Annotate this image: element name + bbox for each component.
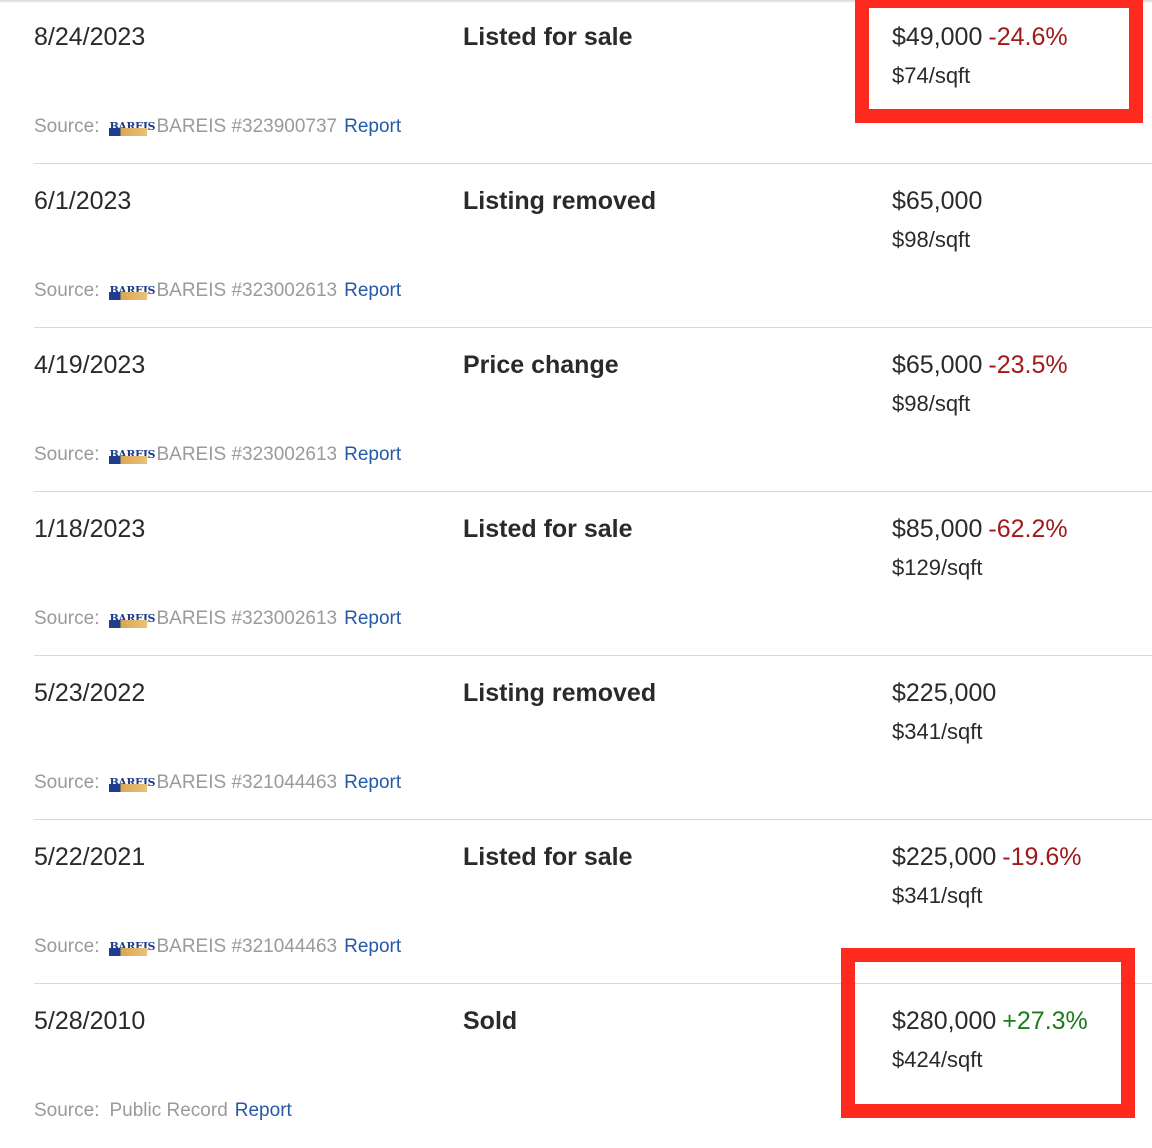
row-divider [34,163,1152,164]
event-type: Listed for sale [463,843,633,871]
price-line: $280,000 +27.3% [892,1006,1088,1036]
event-price: $225,000 [892,843,997,871]
source-label: Source: [34,444,100,465]
row-divider [34,819,1152,820]
source-label: Source: [34,116,100,137]
price-change: -24.6% [988,23,1068,51]
source-line: Source: BAREIS BAREIS #323900737 Report [34,114,401,140]
history-row: 5/22/2021 Listed for sale $225,000 -19.6%… [0,820,1152,984]
row-divider [34,983,1152,984]
event-price: $225,000 [892,679,997,707]
event-type: Listed for sale [463,515,633,543]
source-id: BAREIS #323002613 [156,444,338,465]
event-price: $65,000 [892,187,983,215]
row-divider [34,655,1152,656]
event-price: $65,000 [892,351,983,379]
source-id: BAREIS #321044463 [156,772,338,793]
report-link[interactable]: Report [344,116,402,137]
price-line: $65,000 -23.5% [892,350,1068,380]
price-per-sqft: $424/sqft [892,1047,983,1072]
source-line: Source: BAREIS BAREIS #321044463 Report [34,934,401,960]
source-line: Source: Public Record Report [34,1098,292,1124]
source-id: BAREIS #323002613 [156,608,338,629]
report-link[interactable]: Report [344,280,402,301]
event-date: 8/24/2023 [34,23,146,51]
source-label: Source: [34,772,100,793]
event-type: Sold [463,1007,518,1035]
price-line: $85,000 -62.2% [892,514,1068,544]
source-line: Source: BAREIS BAREIS #321044463 Report [34,770,401,796]
event-price: $49,000 [892,23,983,51]
source-line: Source: BAREIS BAREIS #323002613 Report [34,606,401,632]
source-id: BAREIS #323002613 [156,280,338,301]
event-date: 4/19/2023 [34,351,146,379]
event-type: Listing removed [463,679,657,707]
event-date: 5/23/2022 [34,679,146,707]
history-row: 1/18/2023 Listed for sale $85,000 -62.2% … [0,492,1152,656]
price-change: -23.5% [988,351,1068,379]
bareis-logo-icon: BAREIS [109,937,155,957]
event-price: $85,000 [892,515,983,543]
event-date: 6/1/2023 [34,187,132,215]
history-row: 5/28/2010 Sold $280,000 +27.3% $424/sqft … [0,984,1152,1148]
history-row: 8/24/2023 Listed for sale $49,000 -24.6% … [0,0,1152,164]
row-divider [34,491,1152,492]
source-label: Source: [34,936,100,957]
report-link[interactable]: Report [344,936,402,957]
source-label: Source: [34,608,100,629]
source-line: Source: BAREIS BAREIS #323002613 Report [34,278,401,304]
price-change: -19.6% [1002,843,1082,871]
history-row: 6/1/2023 Listing removed $65,000 $98/sqf… [0,164,1152,328]
price-per-sqft: $341/sqft [892,719,983,744]
price-per-sqft: $98/sqft [892,227,971,252]
history-row: 5/23/2022 Listing removed $225,000 $341/… [0,656,1152,820]
price-line: $225,000 -19.6% [892,842,1082,872]
bareis-logo-icon: BAREIS [109,117,155,137]
source-id: BAREIS #321044463 [156,936,338,957]
price-per-sqft: $74/sqft [892,63,971,88]
bareis-logo-icon: BAREIS [109,445,155,465]
report-link[interactable]: Report [344,444,402,465]
event-price: $280,000 [892,1007,997,1035]
event-type: Listing removed [463,187,657,215]
source-id: Public Record [109,1100,228,1121]
bareis-logo-icon: BAREIS [109,773,155,793]
event-date: 1/18/2023 [34,515,146,543]
price-change: +27.3% [1002,1007,1088,1035]
source-label: Source: [34,1100,100,1121]
price-per-sqft: $129/sqft [892,555,983,580]
bareis-logo-icon: BAREIS [109,281,155,301]
event-date: 5/28/2010 [34,1007,146,1035]
price-per-sqft: $341/sqft [892,883,983,908]
source-id: BAREIS #323900737 [156,116,338,137]
price-change: -62.2% [988,515,1068,543]
price-line: $225,000 [892,678,996,708]
row-divider [34,327,1152,328]
bareis-logo-icon: BAREIS [109,609,155,629]
history-row: 4/19/2023 Price change $65,000 -23.5% $98… [0,328,1152,492]
event-type: Listed for sale [463,23,633,51]
source-label: Source: [34,280,100,301]
event-type: Price change [463,351,619,379]
report-link[interactable]: Report [344,608,402,629]
top-edge-shadow [0,0,1152,3]
price-per-sqft: $98/sqft [892,391,971,416]
report-link[interactable]: Report [344,772,402,793]
price-line: $49,000 -24.6% [892,22,1068,52]
price-line: $65,000 [892,186,982,216]
source-line: Source: BAREIS BAREIS #323002613 Report [34,442,401,468]
report-link[interactable]: Report [234,1100,292,1121]
event-date: 5/22/2021 [34,843,146,871]
